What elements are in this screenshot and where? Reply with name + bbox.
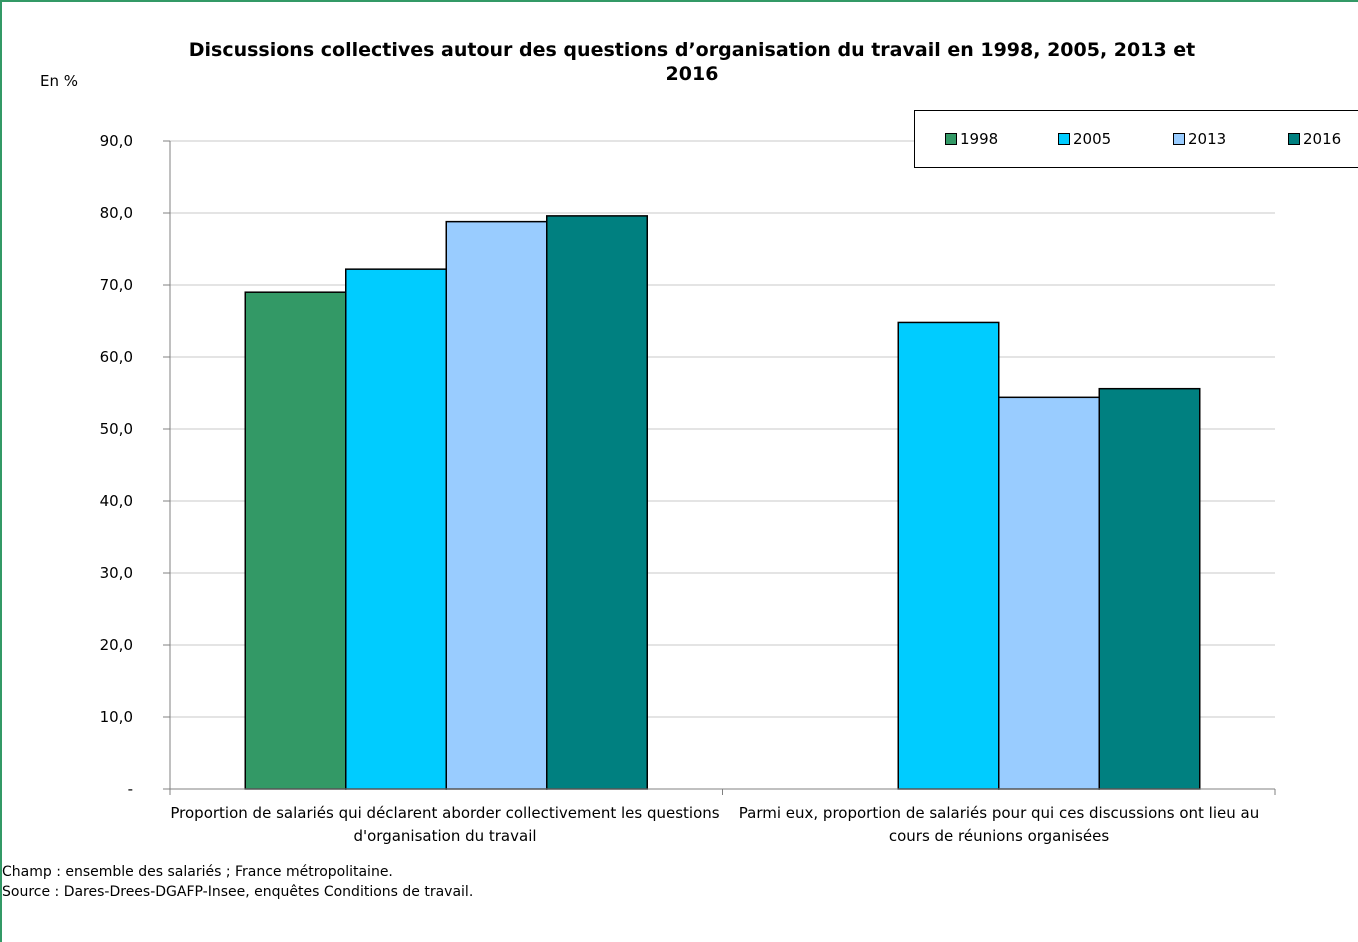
legend-item-2013: 2013 bbox=[1173, 130, 1226, 148]
legend-swatch-2005 bbox=[1058, 133, 1070, 145]
legend-swatch-2016 bbox=[1288, 133, 1300, 145]
bar-2005-cat2 bbox=[897, 321, 1000, 790]
legend-label-2016: 2016 bbox=[1303, 130, 1342, 148]
legend-item-1998: 1998 bbox=[945, 130, 998, 148]
bar-2016-cat1 bbox=[546, 215, 648, 790]
y-tick-label: 20,0 bbox=[100, 636, 133, 654]
source-note: Source : Dares-Drees-DGAFP-Insee, enquêt… bbox=[2, 884, 474, 900]
bar-2013-cat1 bbox=[445, 220, 548, 790]
y-tick-label: 30,0 bbox=[100, 564, 133, 582]
legend-item-2005: 2005 bbox=[1058, 130, 1111, 148]
y-tick-label: 90,0 bbox=[100, 132, 133, 150]
y-tick-label: 50,0 bbox=[100, 420, 133, 438]
y-tick-label: 80,0 bbox=[100, 204, 133, 222]
legend-item-2016: 2016 bbox=[1288, 130, 1341, 148]
y-tick-label: - bbox=[128, 780, 133, 798]
y-tick-label: 70,0 bbox=[100, 276, 133, 294]
x-category-label-2: Parmi eux, proportion de salariés pour q… bbox=[738, 804, 1260, 845]
y-tick-label: 60,0 bbox=[100, 348, 133, 366]
chart-notes: Champ : ensemble des salariés ; France m… bbox=[2, 862, 473, 902]
legend-label-2013: 2013 bbox=[1188, 130, 1227, 148]
x-category-label-1: Proportion de salariés qui déclarent abo… bbox=[170, 804, 720, 845]
legend-swatch-1998 bbox=[945, 133, 957, 145]
bar-2013-cat2 bbox=[998, 396, 1100, 790]
bar-1998-cat1 bbox=[244, 291, 347, 790]
y-tick-label: 10,0 bbox=[100, 708, 133, 726]
legend-swatch-2013 bbox=[1173, 133, 1185, 145]
y-axis-unit: En % bbox=[40, 72, 79, 90]
y-tick-label: 40,0 bbox=[100, 492, 133, 510]
bar-2005-cat1 bbox=[345, 268, 447, 790]
chart-title: Discussions collectives autour des quest… bbox=[188, 39, 1196, 85]
bar-2016-cat2 bbox=[1098, 387, 1201, 790]
legend: 1998 2005 2013 2016 bbox=[914, 110, 1358, 168]
legend-label-1998: 1998 bbox=[960, 130, 999, 148]
legend-label-2005: 2005 bbox=[1073, 130, 1112, 148]
field-note: Champ : ensemble des salariés ; France m… bbox=[2, 864, 393, 880]
